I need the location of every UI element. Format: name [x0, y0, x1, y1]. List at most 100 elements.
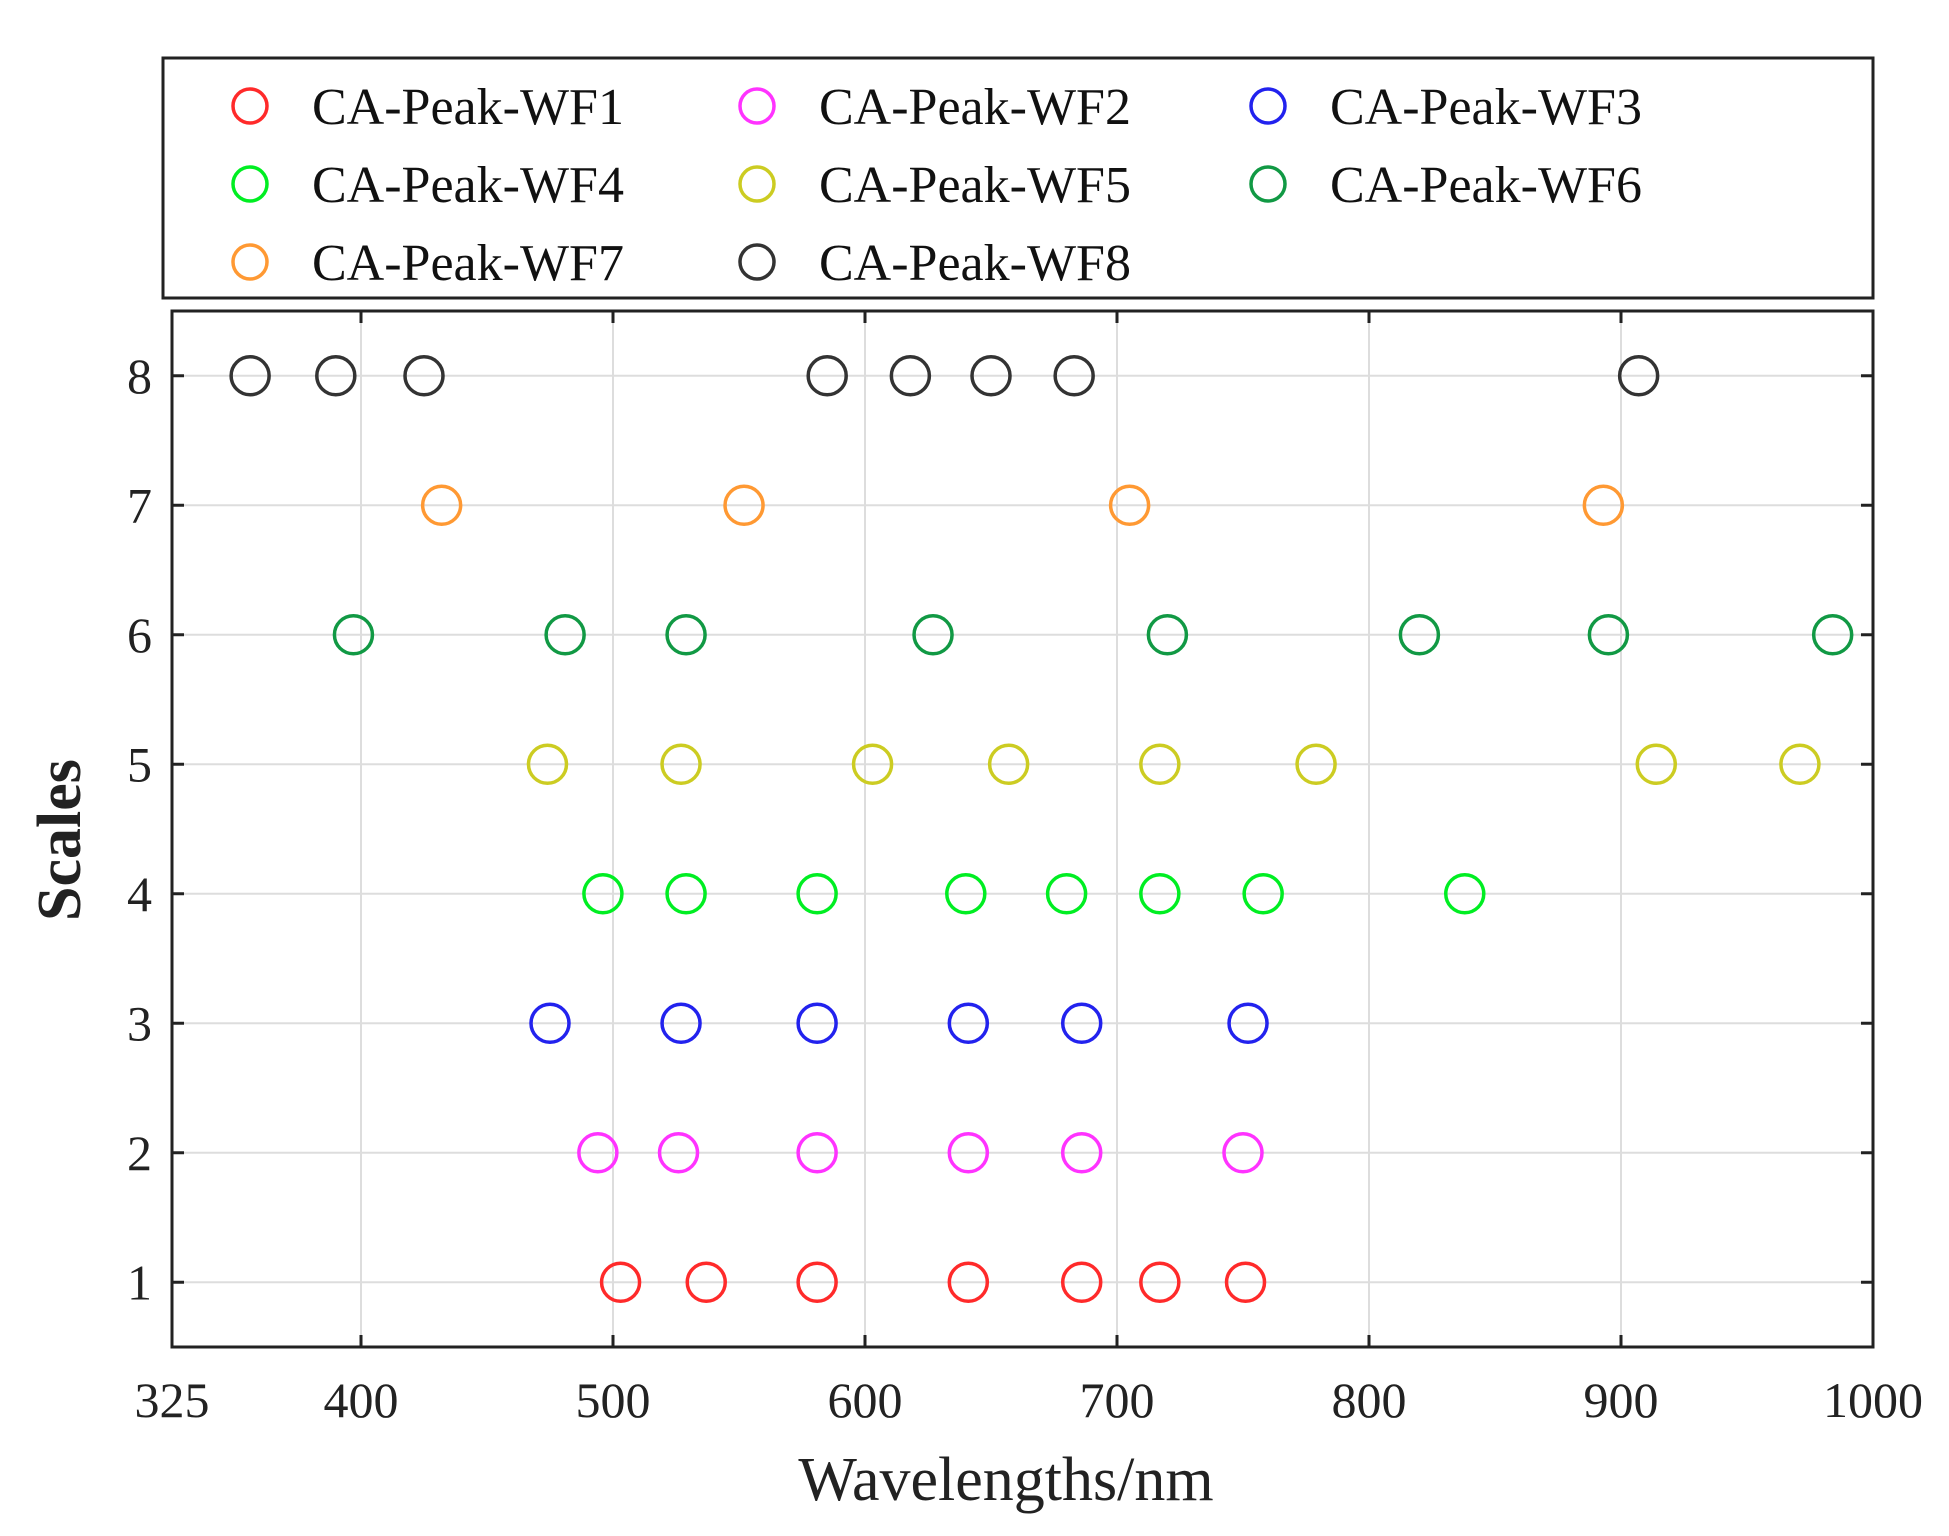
data-point — [332, 614, 375, 656]
x-tick-label: 900 — [1584, 1372, 1659, 1428]
legend-label: CA-Peak-WF6 — [1330, 157, 1642, 214]
data-point — [599, 1261, 642, 1303]
legend-item: CA-Peak-WF8 — [738, 235, 1131, 292]
x-tick-label: 325 — [135, 1372, 210, 1428]
legend-item: CA-Peak-WF5 — [738, 157, 1131, 214]
legend-label: CA-Peak-WF5 — [819, 157, 1131, 214]
data-point — [1227, 1002, 1269, 1044]
data-point — [657, 1132, 700, 1174]
data-point — [660, 743, 702, 785]
data-point — [315, 355, 357, 397]
x-tick-label: 600 — [828, 1372, 903, 1428]
data-point — [577, 1132, 619, 1174]
data-point — [1146, 614, 1189, 656]
legend-marker — [231, 87, 269, 125]
legend-box — [161, 56, 1875, 300]
data-point — [1139, 743, 1181, 785]
data-point — [723, 484, 765, 526]
y-tick-labels: 1 2 3 4 5 6 7 8 — [127, 348, 152, 1311]
legend-label: CA-Peak-WF3 — [1330, 79, 1642, 136]
series-CA-Peak-WF1 — [599, 1261, 1267, 1303]
data-point — [1444, 873, 1486, 915]
data-point — [987, 743, 1030, 785]
data-points — [229, 355, 1854, 1303]
x-tick-label: 500 — [576, 1372, 651, 1428]
data-point — [1060, 1002, 1103, 1044]
data-point — [229, 355, 271, 397]
data-point — [806, 355, 848, 397]
x-axis-title: Wavelengths/nm — [798, 1446, 1213, 1514]
series-CA-Peak-WF8 — [229, 355, 1660, 397]
y-tick-label: 8 — [127, 348, 152, 404]
data-point — [660, 1002, 702, 1044]
y-tick-label: 6 — [127, 607, 152, 663]
data-point — [1811, 614, 1854, 656]
legend-label: CA-Peak-WF1 — [312, 79, 624, 136]
legend-label: CA-Peak-WF4 — [312, 157, 624, 214]
x-tick-label: 800 — [1332, 1372, 1407, 1428]
legend-marker — [231, 165, 269, 203]
data-point — [1582, 484, 1625, 526]
series-CA-Peak-WF4 — [582, 873, 1486, 915]
data-point — [685, 1261, 727, 1303]
y-tick-label: 3 — [127, 995, 152, 1051]
data-point — [665, 873, 707, 915]
data-point — [529, 1002, 571, 1044]
data-point — [1587, 614, 1630, 656]
x-tick-labels: 325 400 500 600 700 800 900 1000 — [135, 1372, 1924, 1428]
data-point — [1045, 873, 1088, 915]
legend-label: CA-Peak-WF2 — [819, 79, 1131, 136]
y-tick-label: 2 — [127, 1125, 152, 1181]
data-point — [665, 614, 707, 656]
y-axis-title: Scales — [26, 759, 94, 921]
data-point — [420, 484, 463, 526]
y-tick-label: 4 — [127, 866, 152, 922]
y-tick-label: 7 — [127, 477, 152, 533]
axes-frame — [170, 309, 1875, 1349]
data-point — [544, 614, 586, 656]
data-point — [947, 1261, 990, 1303]
x-tick-label: 700 — [1080, 1372, 1155, 1428]
data-point — [1779, 743, 1821, 785]
legend-item: CA-Peak-WF3 — [1249, 79, 1642, 136]
data-point — [796, 1002, 838, 1044]
plot-area — [170, 309, 1875, 1349]
y-tick-label: 1 — [127, 1254, 152, 1310]
data-point — [1295, 743, 1337, 785]
data-point — [1242, 873, 1284, 915]
legend-marker — [231, 243, 269, 281]
data-point — [1060, 1261, 1103, 1303]
data-point — [796, 1132, 838, 1174]
data-point — [1224, 1261, 1267, 1303]
data-point — [582, 873, 624, 915]
legend: CA-Peak-WF1 CA-Peak-WF2 CA-Peak-WF3 CA-Peak… — [161, 56, 1875, 300]
data-point — [403, 355, 445, 397]
legend-item: CA-Peak-WF6 — [1249, 157, 1642, 214]
legend-label: CA-Peak-WF7 — [312, 235, 624, 292]
data-point — [1139, 873, 1181, 915]
y-tick-label: 5 — [127, 736, 152, 792]
data-point — [796, 1261, 838, 1303]
data-point — [796, 873, 838, 915]
data-point — [851, 743, 894, 785]
ticks — [170, 311, 1875, 1347]
data-point — [1053, 355, 1095, 397]
legend-marker — [1249, 165, 1287, 203]
legend-label: CA-Peak-WF8 — [819, 235, 1131, 292]
data-point — [1635, 743, 1678, 785]
data-point — [1222, 1132, 1264, 1174]
data-point — [970, 355, 1012, 397]
data-point — [526, 743, 569, 785]
data-point — [1108, 484, 1151, 526]
data-point — [947, 1132, 990, 1174]
data-point — [947, 1002, 990, 1044]
series-CA-Peak-WF7 — [420, 484, 1625, 526]
legend-marker — [738, 243, 776, 281]
data-point — [1060, 1132, 1103, 1174]
series-CA-Peak-WF2 — [577, 1132, 1264, 1174]
legend-item: CA-Peak-WF7 — [231, 235, 624, 292]
legend-marker — [738, 165, 776, 203]
data-point — [945, 873, 987, 915]
legend-item: CA-Peak-WF4 — [231, 157, 624, 214]
